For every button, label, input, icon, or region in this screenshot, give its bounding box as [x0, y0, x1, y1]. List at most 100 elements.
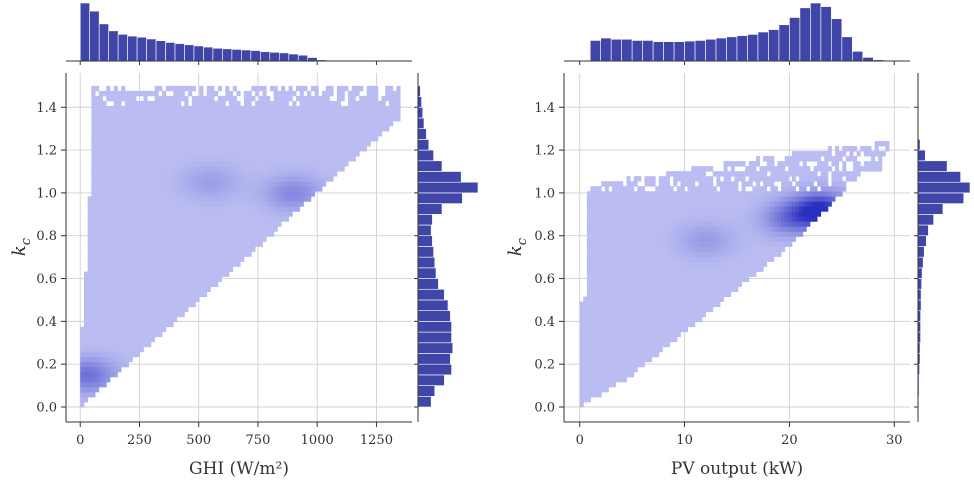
density-cell	[240, 166, 244, 171]
density-cell	[785, 216, 789, 221]
density-cell	[214, 277, 218, 282]
density-cell	[580, 372, 584, 377]
density-cell	[117, 322, 121, 327]
density-cell	[875, 151, 879, 156]
density-cell	[734, 277, 738, 282]
density-cell	[389, 101, 393, 106]
density-cell	[155, 181, 159, 186]
density-cell	[583, 387, 587, 392]
density-cell	[162, 156, 166, 161]
density-cell	[709, 176, 713, 181]
density-cell	[846, 146, 850, 151]
density-cell	[255, 226, 259, 231]
density-cell	[670, 241, 674, 246]
density-cell	[803, 216, 807, 221]
density-cell	[192, 151, 196, 156]
density-cell	[630, 186, 634, 191]
density-cell	[612, 236, 616, 241]
density-cell	[608, 362, 612, 367]
density-cell	[274, 151, 278, 156]
density-cell	[303, 156, 307, 161]
density-cell	[147, 246, 151, 251]
density-cell	[229, 241, 233, 246]
density-cell	[236, 101, 240, 106]
density-cell	[99, 166, 103, 171]
density-cell	[634, 322, 638, 327]
density-cell	[821, 196, 825, 201]
density-cell	[720, 261, 724, 266]
density-cell	[296, 106, 300, 111]
density-cell	[114, 267, 118, 272]
density-cell	[601, 287, 605, 292]
density-cell	[799, 166, 803, 171]
density-cell	[778, 191, 782, 196]
density-cell	[637, 221, 641, 226]
x-tick-label: 500	[186, 433, 211, 448]
density-cell	[162, 206, 166, 211]
density-cell	[318, 131, 322, 136]
density-cell	[684, 292, 688, 297]
density-cell	[594, 216, 598, 221]
density-cell	[251, 136, 255, 141]
density-cell	[626, 327, 630, 332]
density-cell	[608, 367, 612, 372]
density-cell	[110, 186, 114, 191]
density-cell	[641, 327, 645, 332]
density-cell	[356, 121, 360, 126]
density-cell	[184, 282, 188, 287]
density-cell	[785, 231, 789, 236]
density-cell	[114, 186, 118, 191]
x-tick-label: 10	[676, 433, 693, 448]
density-cell	[695, 166, 699, 171]
density-cell	[648, 246, 652, 251]
density-cell	[587, 216, 591, 221]
density-cell	[720, 186, 724, 191]
density-cell	[229, 146, 233, 151]
density-cell	[698, 226, 702, 231]
density-cell	[835, 181, 839, 186]
density-cell	[724, 171, 728, 176]
marginal-y-bar	[418, 257, 435, 268]
density-cell	[389, 106, 393, 111]
density-cell	[263, 126, 267, 131]
density-cell	[129, 186, 133, 191]
density-cell	[80, 357, 84, 362]
density-cell	[281, 211, 285, 216]
density-cell	[173, 91, 177, 96]
density-cell	[684, 196, 688, 201]
density-cell	[251, 111, 255, 116]
density-cell	[263, 151, 267, 156]
density-cell	[706, 307, 710, 312]
density-cell	[688, 231, 692, 236]
density-cell	[634, 211, 638, 216]
density-cell	[184, 307, 188, 312]
density-cell	[136, 171, 140, 176]
density-cell	[734, 201, 738, 206]
density-cell	[125, 161, 129, 166]
density-cell	[673, 292, 677, 297]
density-cell	[251, 211, 255, 216]
density-cell	[307, 146, 311, 151]
density-cell	[143, 226, 147, 231]
density-cell	[659, 246, 663, 251]
density-cell	[248, 236, 252, 241]
density-cell	[99, 282, 103, 287]
density-cell	[114, 226, 118, 231]
density-cell	[173, 106, 177, 111]
density-cell	[222, 151, 226, 156]
density-cell	[99, 261, 103, 266]
density-cell	[229, 246, 233, 251]
density-cell	[121, 186, 125, 191]
density-cell	[616, 226, 620, 231]
density-cell	[177, 196, 181, 201]
density-cell	[662, 342, 666, 347]
marginal-y-bar	[418, 375, 444, 386]
density-cell	[806, 206, 810, 211]
density-cell	[662, 196, 666, 201]
density-cell	[140, 277, 144, 282]
density-cell	[210, 186, 214, 191]
density-cell	[670, 317, 674, 322]
density-cell	[341, 131, 345, 136]
density-cell	[274, 196, 278, 201]
density-cell	[192, 231, 196, 236]
